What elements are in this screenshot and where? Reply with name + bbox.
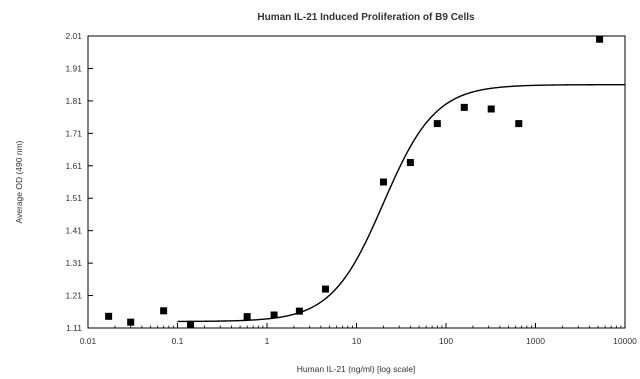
- data-point: [460, 103, 468, 111]
- y-tick-label: 1.91: [65, 63, 82, 73]
- y-tick-label: 1.71: [65, 128, 82, 138]
- data-point: [406, 159, 414, 167]
- x-tick-label: 0.1: [172, 336, 184, 346]
- y-tick-label: 1.61: [65, 161, 82, 171]
- data-point: [243, 313, 251, 321]
- data-point: [187, 321, 195, 329]
- y-axis-label: Average OD (490 nm): [14, 140, 24, 223]
- data-point: [379, 178, 387, 186]
- data-point: [487, 105, 495, 113]
- y-tick-label: 1.81: [65, 96, 82, 106]
- x-axis-label: Human IL-21 (ng/ml) [log scale]: [297, 364, 416, 374]
- y-tick-label: 1.11: [66, 323, 82, 333]
- y-axis: 1.11 1.21 1.31 1.41 1.51 1.61 1.71 1.81 1.91 2.01: [65, 31, 93, 333]
- x-axis: 0.01 0.1 1 10 100 1000 10000: [80, 323, 637, 346]
- y-tick-label: 1.21: [65, 291, 82, 301]
- x-tick-label: 1000: [526, 336, 545, 346]
- data-point: [160, 307, 168, 315]
- fit-curve: [177, 83, 625, 323]
- x-tick-label: 100: [439, 336, 453, 346]
- data-point: [321, 285, 329, 293]
- y-tick-label: 2.01: [65, 31, 82, 41]
- data-point: [295, 307, 303, 315]
- data-point: [433, 120, 441, 128]
- y-tick-label: 1.51: [65, 193, 82, 203]
- chart-title: Human IL-21 Induced Proliferation of B9 …: [257, 12, 475, 23]
- x-tick-label: 10: [352, 336, 362, 346]
- x-tick-label: 0.01: [80, 336, 97, 346]
- y-tick-label: 1.41: [65, 226, 82, 236]
- x-tick-label: 1: [265, 336, 270, 346]
- data-point: [270, 311, 278, 319]
- data-point: [515, 120, 523, 128]
- data-points: [105, 35, 604, 329]
- data-point: [127, 318, 135, 326]
- x-tick-label: 10000: [613, 336, 637, 346]
- data-point: [596, 35, 604, 43]
- data-point: [105, 312, 113, 320]
- y-tick-label: 1.31: [65, 258, 82, 268]
- plot-frame: [87, 35, 626, 329]
